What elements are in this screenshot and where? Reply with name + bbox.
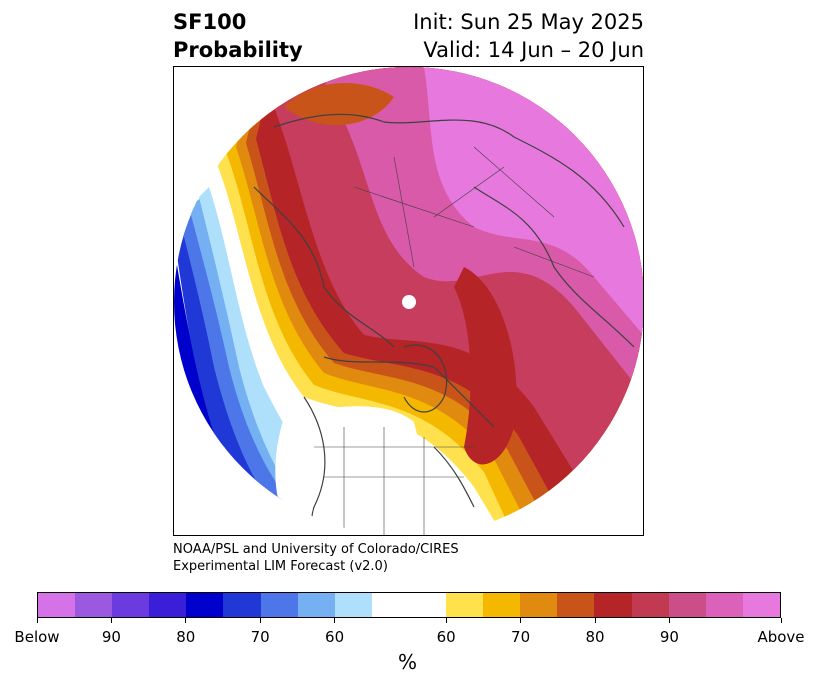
colorbar-tick-label: 70 [250,628,270,646]
colorbar-tick [520,618,522,623]
colorbar-tick-label: 60 [325,628,345,646]
colorbar-tick-label: Above [757,628,805,646]
colorbar-cell [668,593,706,617]
orange-patch-europe [284,83,394,126]
colorbar-tick [594,618,596,623]
colorbar-tick-label: 90 [659,628,679,646]
colorbar-cell [483,593,521,617]
colorbar-tick [445,618,447,623]
colorbar-tick-label: 80 [176,628,196,646]
colorbar-cell [631,593,669,617]
credit-text: NOAA/PSL and University of Colorado/CIRE… [173,541,459,575]
coastlines [253,113,635,535]
crimson-streak [454,267,517,465]
colorbar-cell [260,593,298,617]
colorbar-cell [520,593,558,617]
colorbar-cell [594,593,632,617]
colorbar-cell [408,593,447,617]
polar-map [173,66,644,536]
colorbar-cell [334,593,372,617]
colorbar-tick [668,618,670,623]
colorbar-cell [742,593,780,617]
colorbar-tick [259,618,261,623]
probability-field [174,67,643,535]
north-pole-marker [402,295,416,309]
colorbar-cell [75,593,113,617]
country-borders [314,146,595,535]
colorbar-cell [371,593,409,617]
credit-line-2: Experimental LIM Forecast (v2.0) [173,559,388,574]
colorbar-tick-label: 90 [101,628,121,646]
title-line-1: SF100 [173,10,247,34]
colorbar-tick [334,618,336,623]
colorbar-tick-label: 70 [511,628,531,646]
colorbar-cell [446,593,484,617]
map-canvas [174,67,643,535]
light-blue-band [199,187,304,499]
colorbar-cell [297,593,335,617]
colorbar-tick [185,618,187,623]
colorbar-tick [110,618,112,623]
credit-line-1: NOAA/PSL and University of Colorado/CIRE… [173,542,459,557]
colorbar-cell [186,593,224,617]
colorbar-tick-label: 60 [436,628,456,646]
colorbar-cell [705,593,743,617]
colorbar-tick [36,618,38,623]
init-date: Init: Sun 25 May 2025 [413,10,644,34]
colorbar-tick [780,618,782,623]
colorbar-cell [112,593,150,617]
colorbar-cell [557,593,595,617]
colorbar-cell [149,593,187,617]
title-line-2: Probability [173,38,303,62]
map-title: SF100 Probability [173,8,303,64]
colorbar-cell [223,593,261,617]
valid-date: Valid: 14 Jun – 20 Jun [423,38,644,62]
colorbar-cell [38,593,76,617]
colorbar-tick-label: 80 [585,628,605,646]
colorbar-tick-label: Below [14,628,60,646]
colorbar-unit: % [398,650,418,674]
forecast-dates: Init: Sun 25 May 2025 Valid: 14 Jun – 20… [413,8,644,64]
probability-colorbar [37,592,781,618]
